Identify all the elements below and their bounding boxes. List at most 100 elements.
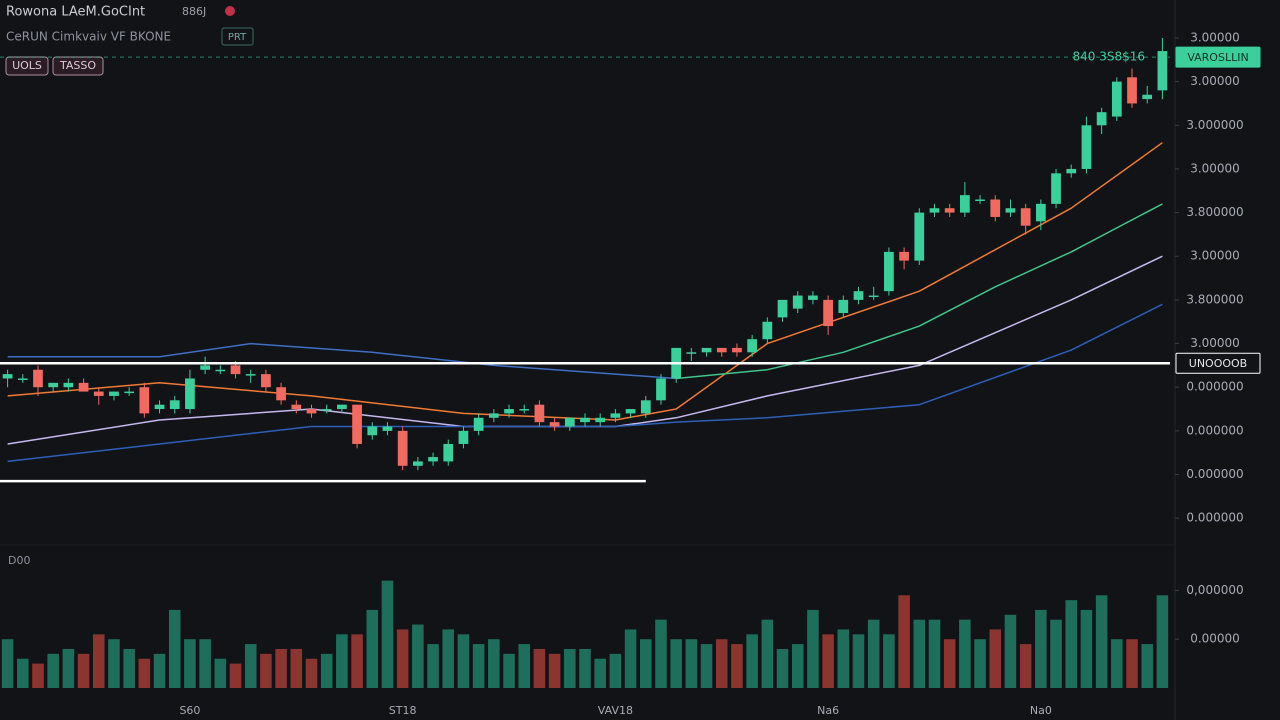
price-annotation: 840 3S8$16 bbox=[1072, 50, 1145, 64]
volume-bar bbox=[199, 639, 211, 688]
candle-body bbox=[580, 417, 590, 423]
volume-bar bbox=[776, 648, 789, 688]
volume-bar bbox=[564, 648, 576, 688]
candle-body bbox=[367, 426, 378, 436]
y-tick-label: 3.000000 bbox=[1186, 118, 1243, 132]
volume-bar bbox=[77, 653, 90, 688]
volume-bar bbox=[1156, 595, 1169, 688]
volume-bar bbox=[153, 653, 166, 688]
candle-body bbox=[595, 417, 606, 423]
candle-body bbox=[2, 374, 13, 379]
y-tick-label: 3.00000 bbox=[1190, 74, 1240, 88]
candle-body bbox=[1157, 51, 1168, 91]
volume-bar bbox=[1065, 600, 1078, 688]
volume-bar bbox=[1111, 639, 1123, 688]
moving-average bbox=[7, 342, 677, 380]
subtitle: CeRUN Cimkvaiv VF BKONE bbox=[6, 30, 171, 44]
candle-body bbox=[200, 365, 210, 370]
candle-body bbox=[1020, 208, 1031, 226]
volume-bar bbox=[244, 644, 257, 688]
candle-body bbox=[93, 391, 104, 396]
candle-body bbox=[215, 369, 226, 372]
volume-bar bbox=[928, 619, 941, 688]
volume-bar bbox=[1004, 614, 1017, 688]
volume-bar bbox=[427, 644, 439, 688]
volume-bar bbox=[457, 634, 470, 688]
candle-body bbox=[686, 352, 697, 354]
volume-bar bbox=[837, 629, 850, 688]
volume-bar bbox=[32, 663, 44, 688]
candle-body bbox=[78, 382, 89, 392]
candle-body bbox=[519, 409, 530, 411]
volume-bar bbox=[715, 639, 728, 688]
candle-body bbox=[656, 378, 666, 401]
volume-bar bbox=[883, 634, 895, 688]
moving-average bbox=[676, 203, 1163, 380]
candle-body bbox=[534, 404, 545, 423]
candle-body bbox=[109, 391, 119, 396]
candle-body bbox=[564, 417, 575, 427]
volume-bar bbox=[761, 619, 774, 688]
y-tick-label: 3.800000 bbox=[1186, 205, 1243, 219]
volume-bar bbox=[229, 663, 242, 688]
candle-body bbox=[823, 299, 833, 327]
y-tick-label: 0.000000 bbox=[1186, 511, 1243, 525]
y-tick-label: 0.000000 bbox=[1186, 467, 1243, 481]
volume-bar bbox=[746, 634, 758, 688]
volume-bar bbox=[366, 609, 379, 688]
volume-bar bbox=[1095, 595, 1108, 688]
volume-bar bbox=[579, 648, 591, 688]
candle-body bbox=[276, 387, 286, 401]
y-tick-label: 3.00000 bbox=[1190, 249, 1240, 263]
volume-bar bbox=[17, 658, 29, 688]
y-tick-label: 3.800000 bbox=[1186, 292, 1243, 306]
candle-body bbox=[63, 382, 74, 388]
volume-bar bbox=[867, 619, 880, 688]
volume-bar bbox=[260, 653, 272, 688]
volume-bar bbox=[624, 629, 637, 688]
volume-bar bbox=[791, 644, 804, 688]
volume-bar bbox=[533, 648, 546, 688]
volume-bar bbox=[655, 619, 667, 688]
volume-bar bbox=[1141, 644, 1153, 688]
price-label: VAROSLLIN bbox=[1187, 51, 1248, 64]
volume-bar bbox=[351, 634, 363, 688]
candle-body bbox=[1111, 81, 1122, 117]
volume-bar bbox=[609, 653, 622, 688]
volume-label: D00 bbox=[8, 554, 30, 567]
candle-body bbox=[291, 404, 302, 410]
volume-bar bbox=[396, 629, 409, 688]
candle-body bbox=[610, 413, 621, 418]
button[interactable] bbox=[52, 56, 104, 76]
price-label-box bbox=[1175, 352, 1261, 374]
moving-average bbox=[7, 255, 1163, 445]
candle-body bbox=[1066, 168, 1077, 174]
candle-body bbox=[169, 400, 180, 410]
volume-bar bbox=[548, 653, 561, 688]
candle-body bbox=[640, 400, 651, 414]
volume-bar bbox=[184, 639, 196, 688]
volume-bar bbox=[123, 648, 135, 688]
volume-bar bbox=[62, 648, 75, 688]
candle-body bbox=[625, 409, 636, 414]
volume-bar bbox=[290, 648, 303, 688]
candle-body bbox=[1096, 112, 1107, 126]
button-label[interactable]: UOLS bbox=[12, 59, 42, 72]
y-tick-label: 0.000000 bbox=[1186, 423, 1243, 437]
candle-body bbox=[382, 426, 393, 431]
volume-bar bbox=[320, 653, 333, 688]
moving-average bbox=[7, 303, 1163, 463]
candle-body bbox=[33, 369, 43, 388]
status-dot bbox=[225, 6, 235, 16]
volume-bar bbox=[442, 629, 455, 688]
button-label[interactable]: TASSO bbox=[59, 59, 96, 72]
volume-bar bbox=[168, 609, 181, 688]
candle-body bbox=[473, 417, 484, 431]
volume-bar bbox=[913, 619, 926, 688]
volume-bar bbox=[336, 634, 348, 688]
candle-body bbox=[17, 378, 28, 380]
candle-body bbox=[808, 295, 818, 300]
volume-bar bbox=[1080, 609, 1093, 688]
candle-body bbox=[853, 291, 864, 300]
volume-bar bbox=[47, 653, 59, 688]
